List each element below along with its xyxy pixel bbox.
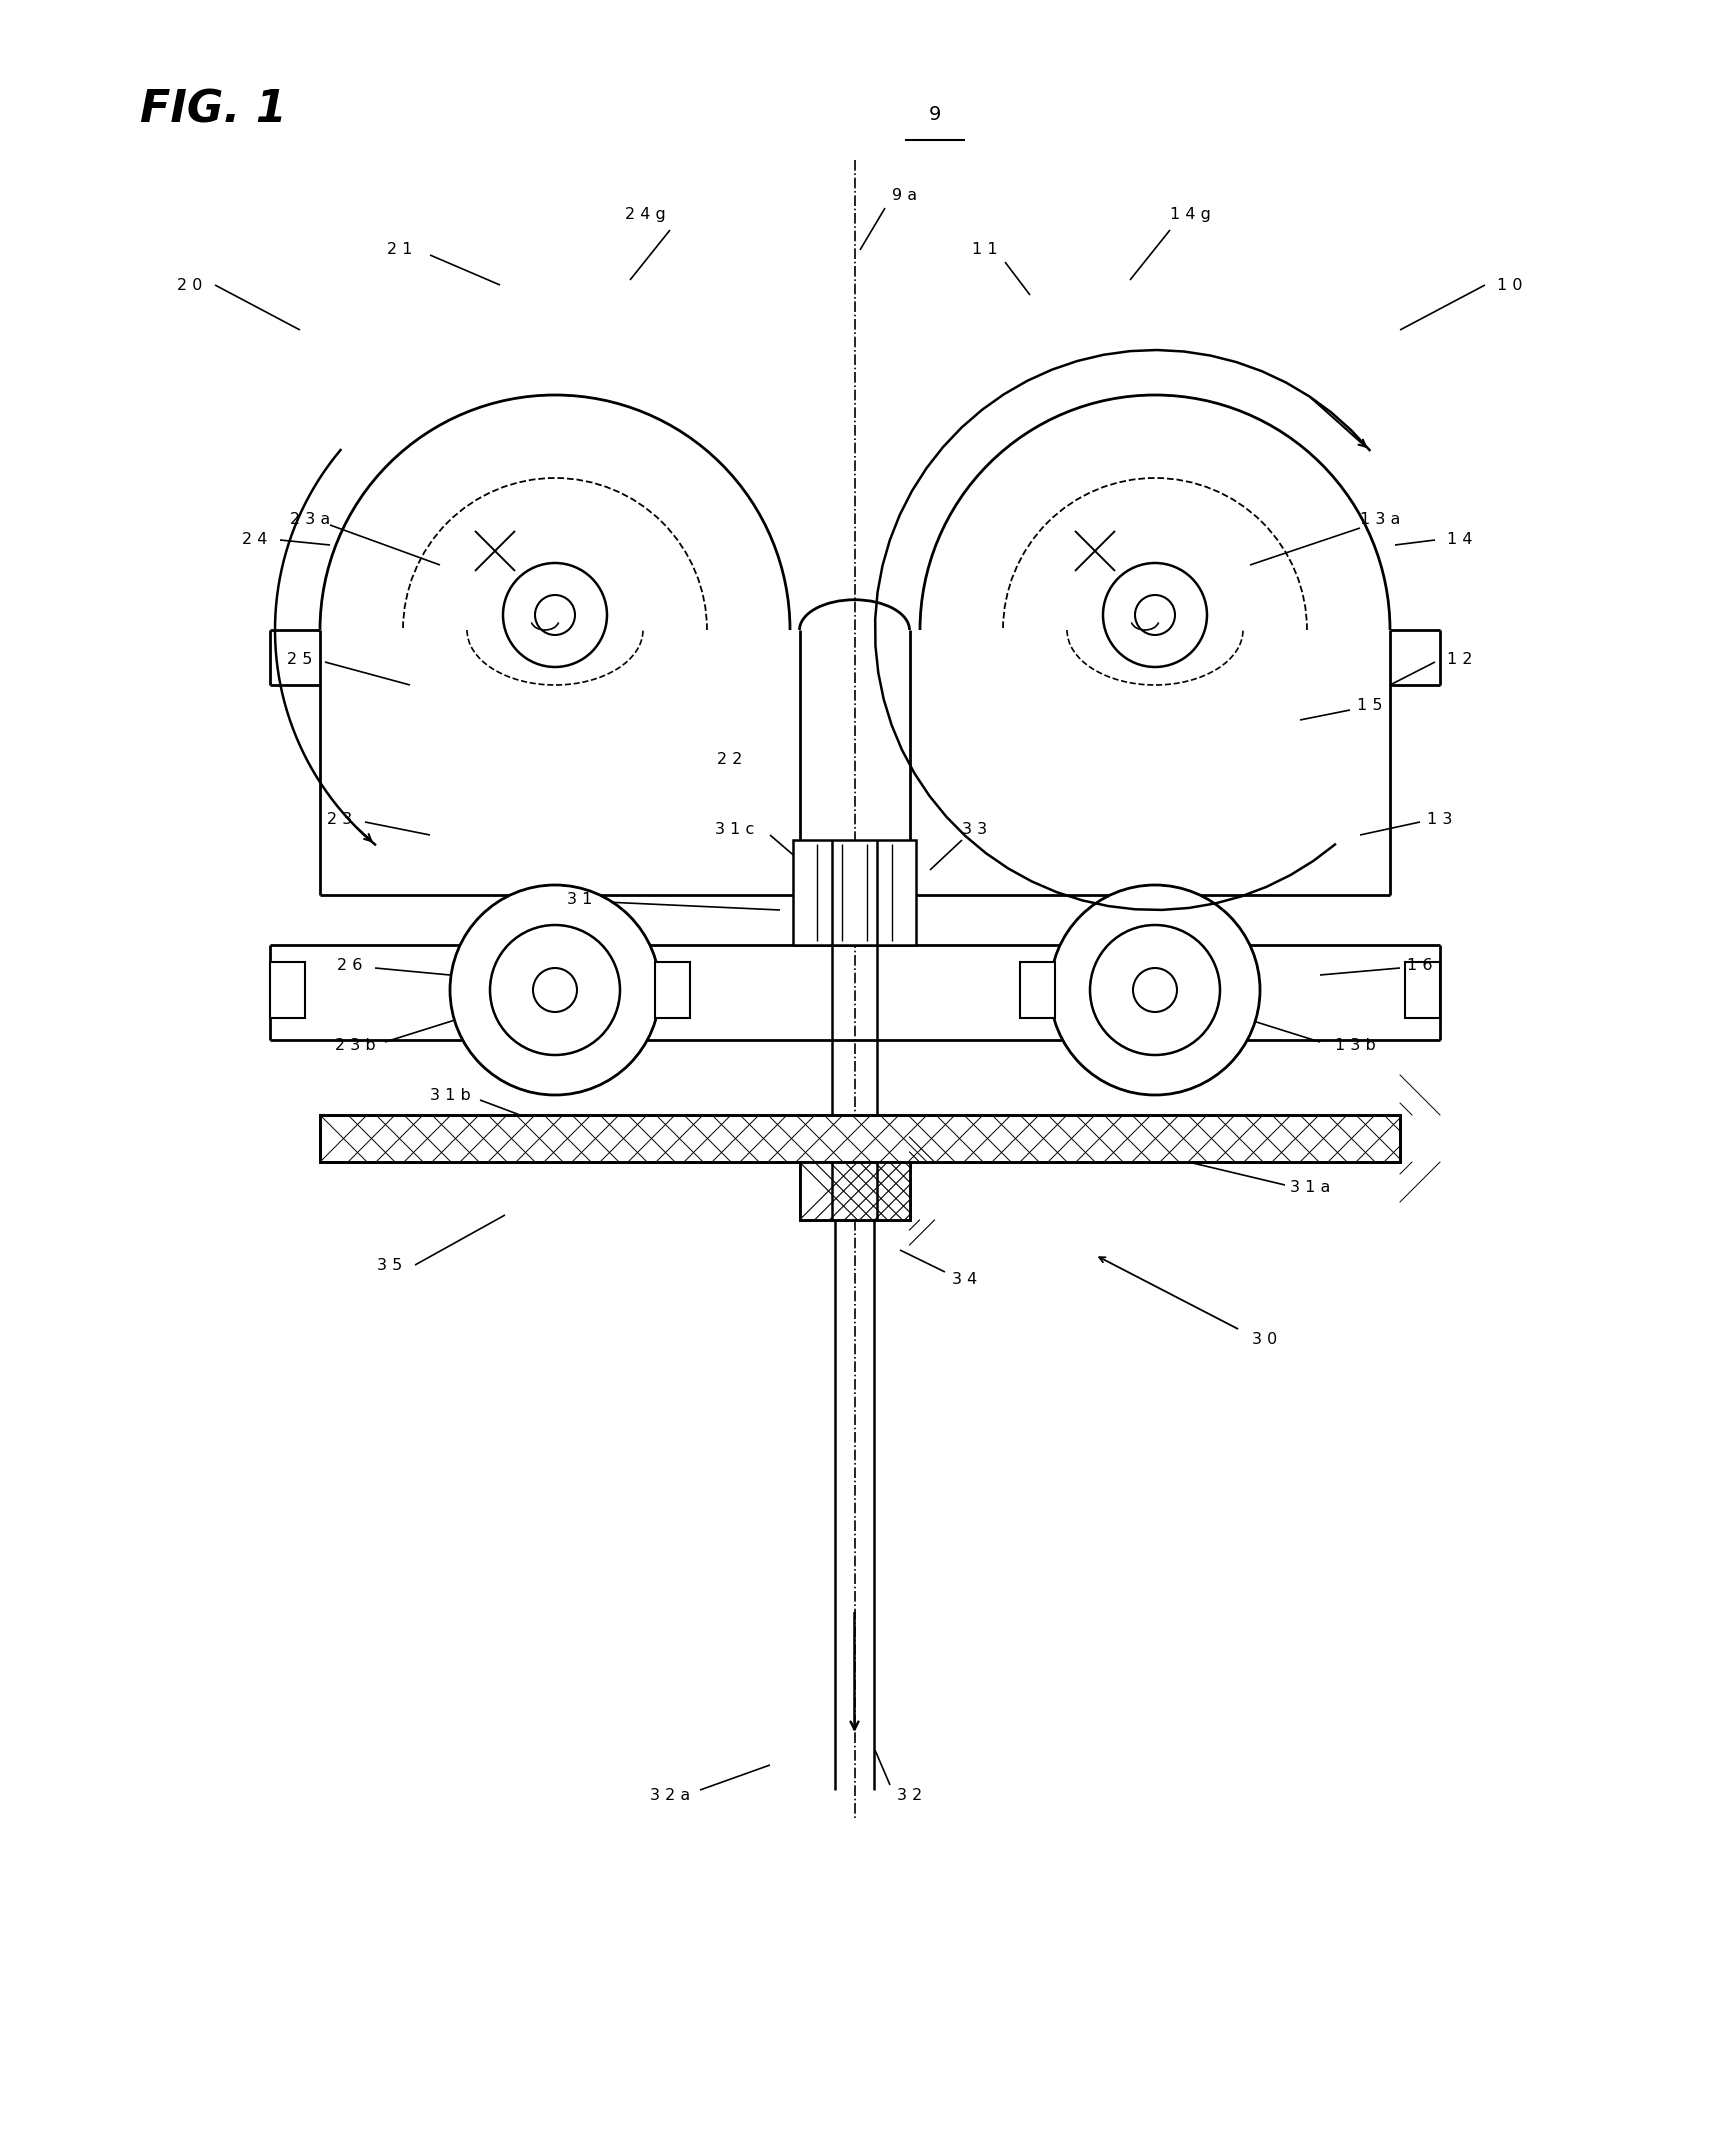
Bar bbox=[793, 841, 916, 946]
Text: 2 1: 2 1 bbox=[388, 243, 414, 258]
Text: 3 4: 3 4 bbox=[952, 1273, 978, 1288]
Circle shape bbox=[449, 886, 660, 1094]
Circle shape bbox=[535, 596, 574, 634]
Text: 1 1: 1 1 bbox=[972, 243, 998, 258]
Text: 2 0: 2 0 bbox=[178, 277, 203, 292]
Text: 3 1 b: 3 1 b bbox=[429, 1088, 470, 1103]
Text: 1 3: 1 3 bbox=[1427, 813, 1453, 828]
Text: 1 0: 1 0 bbox=[1497, 277, 1523, 292]
Text: 2 3: 2 3 bbox=[328, 813, 352, 828]
Circle shape bbox=[1090, 924, 1220, 1056]
Bar bbox=[1020, 963, 1054, 1017]
Text: 2 6: 2 6 bbox=[337, 957, 362, 972]
Text: 3 1 c: 3 1 c bbox=[716, 823, 755, 839]
Text: 1 6: 1 6 bbox=[1407, 957, 1432, 972]
Text: 3 5: 3 5 bbox=[378, 1258, 403, 1273]
Text: 2 3 b: 2 3 b bbox=[335, 1038, 376, 1054]
Bar bbox=[655, 963, 690, 1017]
Text: 3 0: 3 0 bbox=[1253, 1333, 1278, 1348]
Text: 2 5: 2 5 bbox=[287, 651, 313, 666]
Circle shape bbox=[1049, 886, 1260, 1094]
Circle shape bbox=[490, 924, 620, 1056]
Bar bbox=[320, 1116, 1400, 1161]
Text: 3 1 a: 3 1 a bbox=[1290, 1180, 1330, 1195]
Circle shape bbox=[1135, 596, 1176, 634]
Text: 2 4: 2 4 bbox=[243, 533, 268, 548]
Text: 1 4 g: 1 4 g bbox=[1169, 209, 1210, 221]
Bar bbox=[320, 1116, 1400, 1161]
Text: 1 3 b: 1 3 b bbox=[1335, 1038, 1376, 1054]
Text: 2 2: 2 2 bbox=[718, 752, 743, 768]
Text: 1 2: 1 2 bbox=[1448, 651, 1473, 666]
Text: 1 5: 1 5 bbox=[1357, 697, 1383, 712]
Text: 3 2 a: 3 2 a bbox=[649, 1787, 690, 1802]
Text: 3 2: 3 2 bbox=[897, 1787, 923, 1802]
Text: 9: 9 bbox=[928, 105, 940, 125]
Text: 3 1: 3 1 bbox=[567, 892, 593, 907]
Text: FIG. 1: FIG. 1 bbox=[140, 88, 287, 131]
Text: 1 3 a: 1 3 a bbox=[1360, 512, 1400, 527]
Text: 3 3: 3 3 bbox=[962, 823, 988, 839]
Bar bbox=[800, 1161, 909, 1219]
Text: 2 4 g: 2 4 g bbox=[624, 209, 665, 221]
Circle shape bbox=[1133, 968, 1178, 1013]
Text: 1 4: 1 4 bbox=[1448, 533, 1473, 548]
Bar bbox=[800, 1161, 909, 1219]
Bar bbox=[1405, 963, 1441, 1017]
Bar bbox=[270, 963, 304, 1017]
Text: 9 a: 9 a bbox=[892, 187, 918, 202]
Bar bbox=[800, 1161, 909, 1219]
Circle shape bbox=[502, 563, 607, 666]
Text: 2 3 a: 2 3 a bbox=[291, 512, 330, 527]
Circle shape bbox=[1102, 563, 1207, 666]
Circle shape bbox=[533, 968, 578, 1013]
